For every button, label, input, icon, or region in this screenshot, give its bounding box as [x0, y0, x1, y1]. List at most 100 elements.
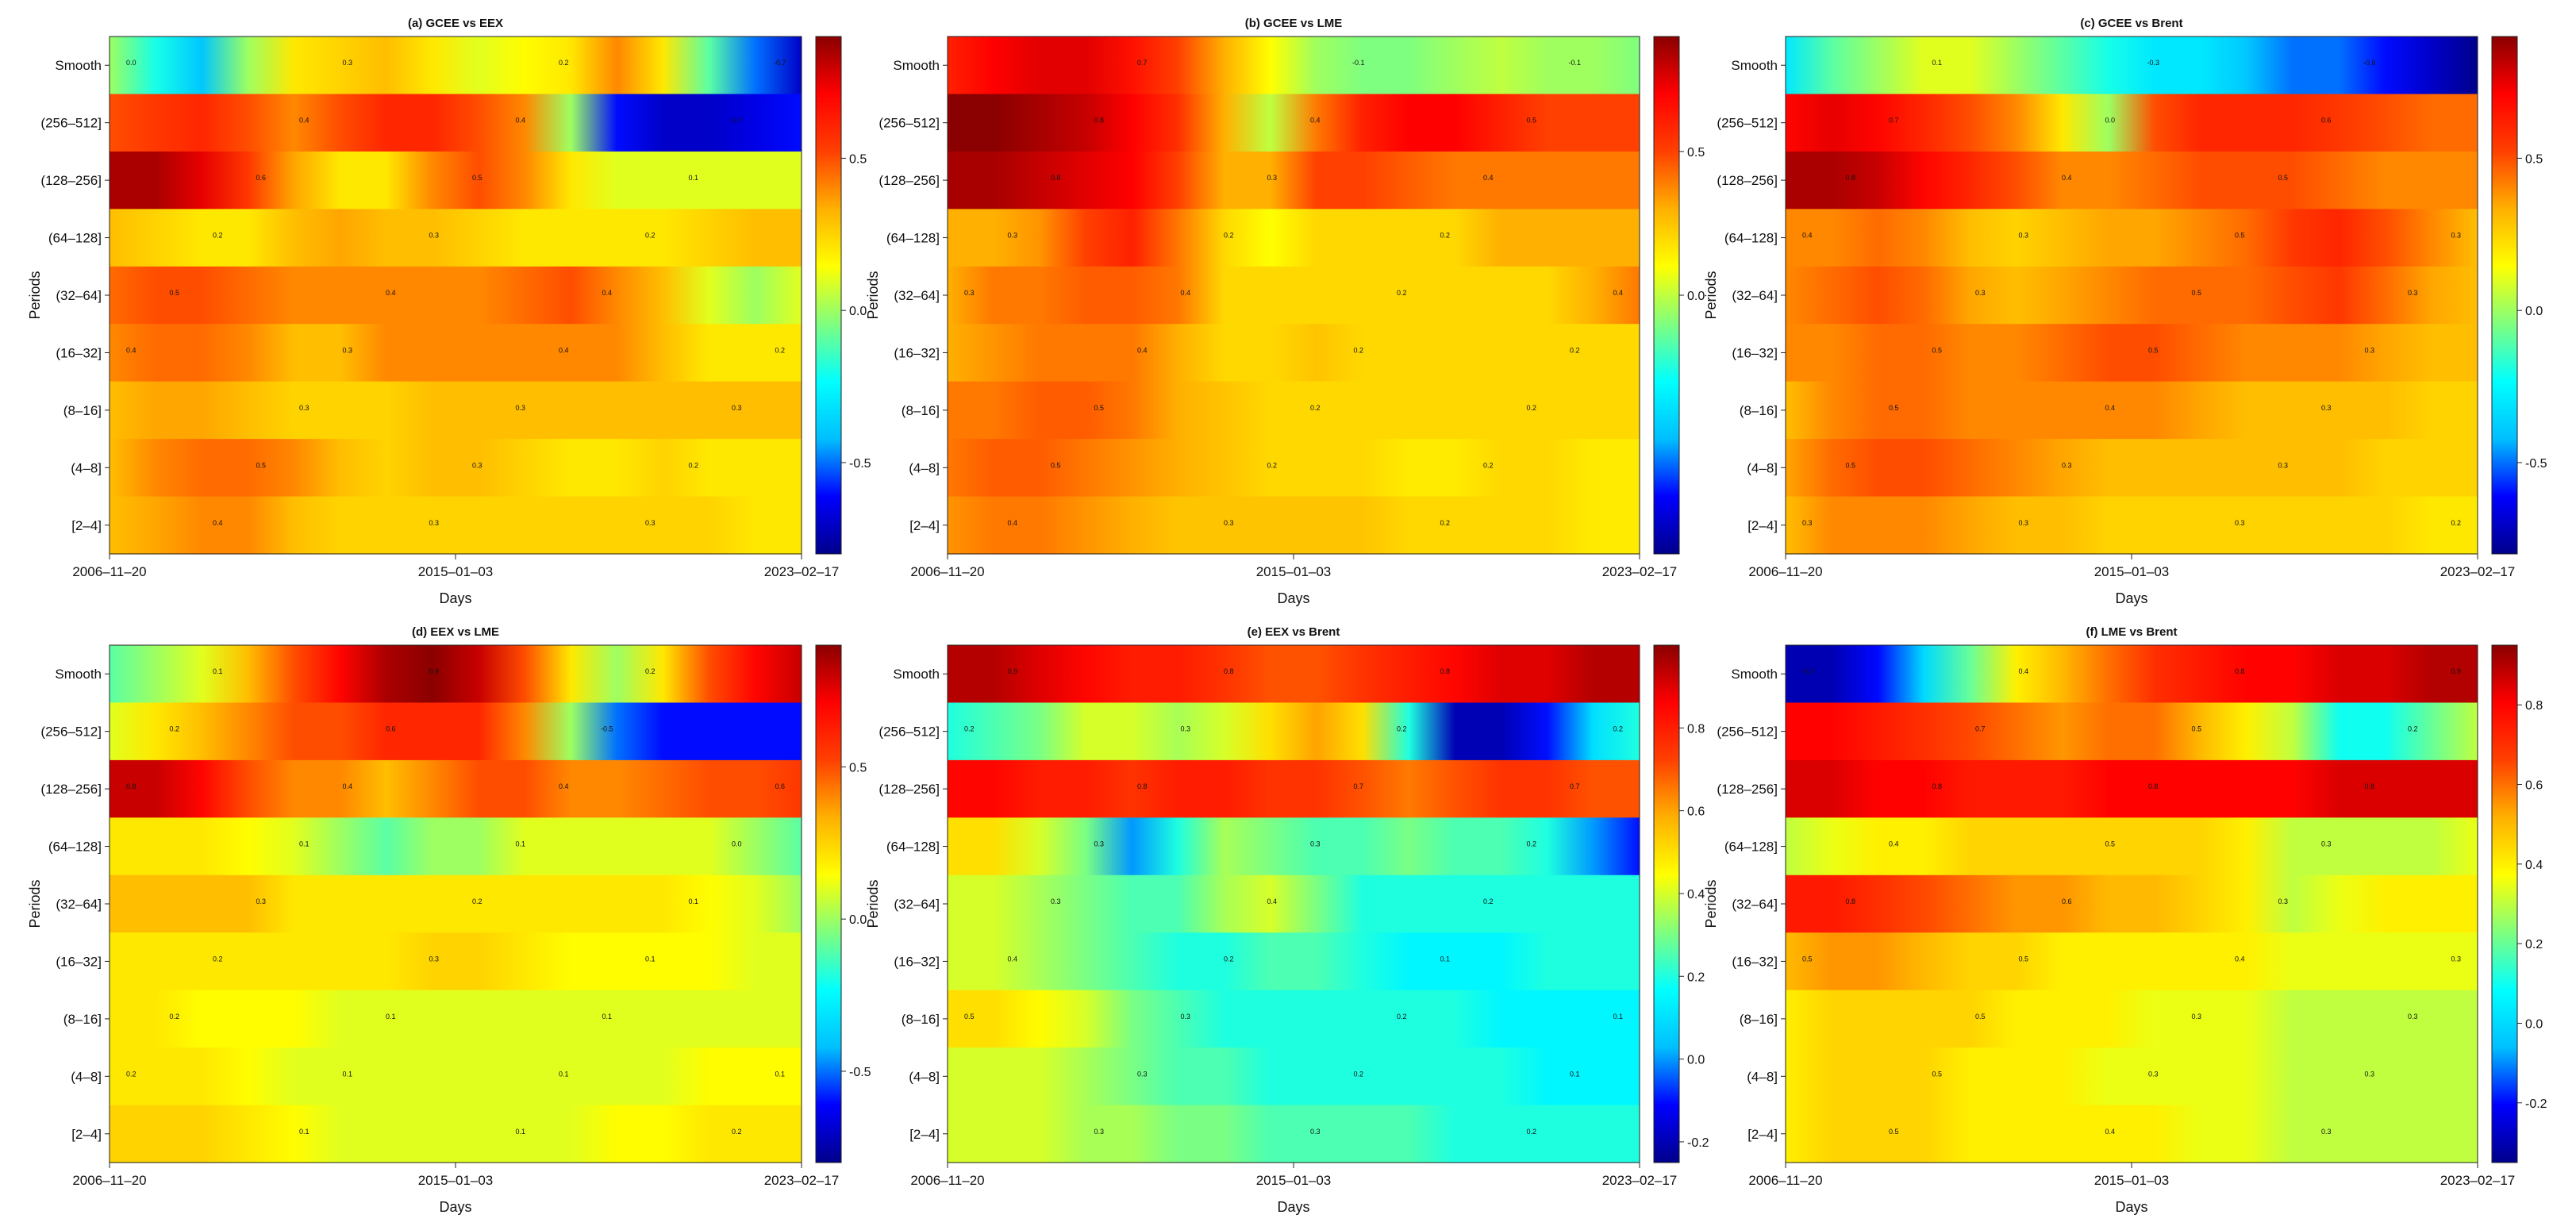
x-tick-label: 2015–01–03 [418, 564, 494, 579]
cell-value-label: 0.4 [299, 117, 310, 125]
cell-value-label: 0.6 [2321, 117, 2332, 125]
cell-value-label: 0.2 [1527, 1128, 1537, 1136]
chart-panel-f: -0.3 0.4 0.8 0.9 0.7 0.5 0.2 0.8 0.8 0.8 0.4 0.5 0.3… [1703, 625, 2547, 1215]
x-tick-label: 2006–11–20 [1748, 564, 1822, 579]
cell-value-label: 0.8 [2148, 782, 2159, 790]
heatmap-row-0 [1786, 37, 2478, 95]
y-tick-label: (4–8] [71, 460, 102, 475]
heatmap-row-1 [948, 702, 1640, 761]
y-tick-label: Smooth [893, 667, 940, 682]
heatmap-row-0 [948, 645, 1640, 704]
x-tick-label: 2023–02–17 [764, 1173, 840, 1188]
cell-value-label: 0.1 [775, 1070, 786, 1078]
cell-value-label: 0.5 [1889, 404, 1899, 412]
heatmap-row-6 [1786, 381, 2478, 440]
cell-value-label: -0.3 [2147, 59, 2160, 67]
chart-panel-c: 0.1 -0.3 -0.6 0.7 0.0 0.6 0.8 0.4 0.5 0.4 0.3 0.5 0.… [1703, 17, 2547, 606]
y-tick-label: [2–4] [909, 1127, 940, 1142]
cell-value-label: -0.7 [774, 59, 786, 67]
cell-value-label: 0.2 [559, 59, 569, 67]
cell-value-label: -0.1 [1569, 59, 1582, 67]
heatmap-row-4 [948, 266, 1640, 325]
y-tick-label: Smooth [893, 58, 940, 73]
y-tick-label: (4–8] [71, 1069, 102, 1084]
y-tick-label: (4–8] [909, 1069, 940, 1084]
chart-title: (c) GCEE vs Brent [2080, 17, 2182, 30]
cell-value-label: 0.8 [1051, 174, 1061, 182]
heatmap-row-3 [110, 817, 802, 876]
y-tick-label: (4–8] [909, 460, 940, 475]
cell-value-label: 0.1 [343, 1070, 353, 1078]
cell-value-label: 0.5 [170, 289, 180, 297]
colorbar [815, 644, 842, 1163]
y-tick-label: (64–128] [1724, 840, 1778, 855]
heatmap-row-1 [948, 94, 1640, 152]
cell-value-label: 0.2 [1440, 232, 1451, 240]
cell-value-label: 0.3 [1975, 289, 1986, 297]
heatmap-row-8 [110, 496, 802, 555]
cell-value-label: 0.5 [256, 461, 267, 469]
cell-value-label: 0.4 [1008, 955, 1018, 963]
x-tick-label: 2023–02–17 [764, 564, 840, 579]
cell-value-label: 0.2 [1527, 840, 1537, 848]
cell-value-label: 0.4 [1613, 289, 1624, 297]
cell-value-label: 0.2 [1397, 725, 1407, 733]
cell-value-label: 0.1 [689, 898, 699, 905]
cell-value-label: 0.6 [256, 174, 267, 182]
y-tick-label: (32–64] [56, 288, 102, 303]
y-tick-label: [2–4] [71, 1127, 102, 1142]
heatmap-row-2 [110, 151, 802, 209]
cell-value-label: 0.2 [1483, 461, 1494, 469]
cell-value-label: 0.8 [126, 782, 136, 790]
cell-value-label: 0.5 [2148, 346, 2159, 354]
colorbar-tick-label: 0.2 [2525, 938, 2543, 951]
y-tick-label: (8–16] [902, 1012, 940, 1027]
cell-value-label: 0.8 [1094, 117, 1105, 125]
y-tick-label: (8–16] [63, 403, 102, 418]
colorbar [1653, 36, 1680, 555]
x-axis-label: Days [439, 590, 471, 606]
cell-value-label: 0.5 [1975, 1013, 1986, 1021]
cell-value-label: 0.3 [2062, 461, 2072, 469]
cell-value-label: 0.4 [1267, 898, 1278, 905]
cell-value-label: 0.3 [2321, 840, 2332, 848]
heatmap-row-8 [948, 496, 1640, 555]
cell-value-label: 0.3 [2321, 1128, 2332, 1136]
heatmap-row-8 [110, 1105, 802, 1163]
cell-value-label: 0.3 [516, 404, 526, 412]
cell-value-label: 0.2 [1354, 1070, 1364, 1078]
cell-value-label: 0.7 [1889, 117, 1899, 125]
colorbar-tick-label: 0.5 [2525, 152, 2543, 166]
cell-value-label: 0.1 [559, 1070, 569, 1078]
x-axis-label: Days [439, 1199, 471, 1215]
colorbar-tick-label: -0.5 [2525, 457, 2547, 471]
cell-value-label: 0.3 [1224, 519, 1234, 527]
x-axis-label: Days [2115, 1199, 2147, 1215]
cell-value-label: 0.2 [2408, 725, 2418, 733]
cell-value-label: 0.2 [645, 232, 656, 240]
cell-value-label: 0.1 [1570, 1070, 1580, 1078]
cell-value-label: 0.2 [645, 667, 656, 675]
heatmap-row-5 [948, 324, 1640, 382]
cell-value-label: 0.1 [516, 1128, 526, 1136]
y-tick-label: (32–64] [56, 897, 102, 912]
cell-value-label: -0.1 [1352, 59, 1365, 67]
cell-value-label: 0.8 [1137, 782, 1148, 790]
y-tick-label: (128–256] [40, 173, 102, 188]
cell-value-label: 0.3 [2278, 898, 2289, 905]
heatmap-row-2 [1786, 759, 2478, 818]
cell-value-label: 0.4 [1889, 840, 1899, 848]
heatmap-row-2 [1786, 151, 2478, 209]
cell-value-label: 0.4 [2062, 174, 2072, 182]
cell-value-label: 0.3 [645, 519, 656, 527]
cell-value-label: 0.4 [559, 782, 569, 790]
y-axis-label: Periods [27, 879, 43, 928]
cell-value-label: 0.4 [343, 782, 353, 790]
colorbar-tick-label: -0.5 [849, 1066, 871, 1079]
y-tick-label: (128–256] [879, 782, 940, 797]
cell-value-label: 0.3 [2278, 461, 2289, 469]
x-tick-label: 2006–11–20 [910, 1173, 984, 1188]
cell-value-label: 0.7 [1975, 725, 1986, 733]
cell-value-label: 0.4 [213, 519, 223, 527]
